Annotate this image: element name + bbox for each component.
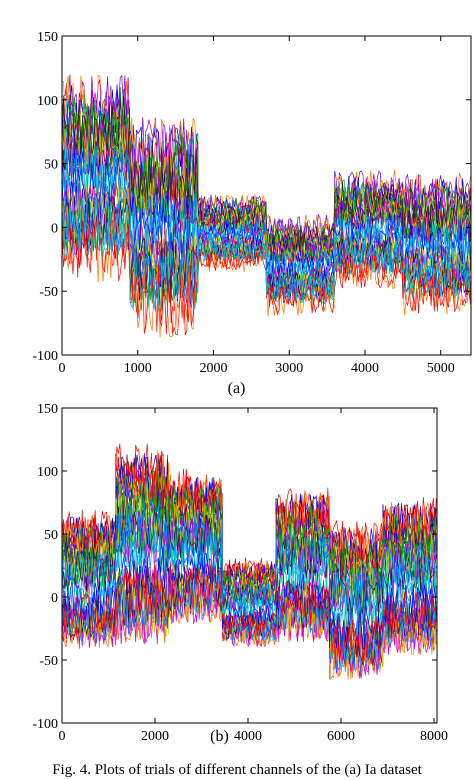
y-tick-label: 50 xyxy=(44,158,58,173)
y-tick-label: -100 xyxy=(32,717,58,732)
y-tick-label: -50 xyxy=(39,285,58,300)
y-tick-label: 0 xyxy=(51,221,58,236)
figure-caption: Fig. 4. Plots of trials of different cha… xyxy=(52,762,422,778)
y-tick-label: 100 xyxy=(37,465,58,480)
y-tick-label: 150 xyxy=(37,30,58,45)
y-tick-label: -100 xyxy=(32,349,58,364)
series-line xyxy=(62,514,437,618)
y-tick-label: 100 xyxy=(37,94,58,109)
y-tick-label: 0 xyxy=(51,591,58,606)
panel-label: (b) xyxy=(210,728,229,745)
x-tick-label: 2000 xyxy=(141,729,169,744)
series-line xyxy=(62,562,437,665)
plot-area-b xyxy=(62,443,437,681)
x-tick-label: 8000 xyxy=(420,729,448,744)
series-line xyxy=(62,145,471,279)
series-line xyxy=(62,499,437,613)
panel-a: 0 1000 2000 3000 4000 5000 -100 -50 0 50 100 150 (a) xyxy=(32,30,472,397)
x-tick-label: 2000 xyxy=(199,361,227,376)
series-line xyxy=(62,487,437,603)
panel-b: 0 2000 4000 6000 8000 -100 -50 0 50 100 150 (b) xyxy=(32,402,448,745)
series-line xyxy=(62,470,437,597)
x-tick-label: 1000 xyxy=(124,361,152,376)
series-line xyxy=(62,506,437,615)
y-tick-label: -50 xyxy=(39,654,58,669)
x-tick-label: 4000 xyxy=(351,361,379,376)
series-line xyxy=(62,94,471,255)
x-tick-label: 0 xyxy=(59,361,66,376)
axes-box xyxy=(61,35,472,356)
x-tick-label: 6000 xyxy=(327,729,355,744)
series-line xyxy=(62,450,437,588)
axes-box xyxy=(61,407,438,724)
y-tick-label: 50 xyxy=(44,528,58,543)
series-line xyxy=(62,195,471,310)
x-tick-label: 5000 xyxy=(427,361,455,376)
x-tick-label: 4000 xyxy=(234,729,262,744)
x-tick-label: 0 xyxy=(59,729,66,744)
panel-label: (a) xyxy=(228,380,246,397)
y-tick-label: 150 xyxy=(37,402,58,417)
plot-area-a xyxy=(62,74,471,338)
x-tick-label: 3000 xyxy=(275,361,303,376)
series-line xyxy=(62,567,437,667)
